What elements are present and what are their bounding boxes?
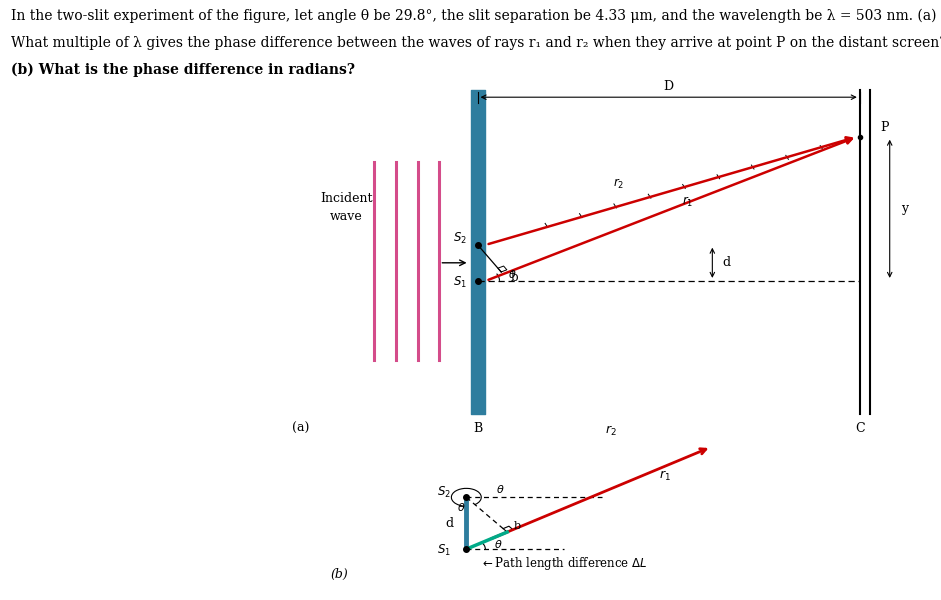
- Text: $S_2$: $S_2$: [454, 231, 467, 246]
- Text: wave: wave: [330, 209, 363, 223]
- Text: D: D: [663, 80, 674, 93]
- Text: (b) What is the phase difference in radians?: (b) What is the phase difference in radi…: [11, 63, 356, 77]
- Text: $r_1$: $r_1$: [659, 469, 671, 483]
- Text: $\theta$: $\theta$: [496, 484, 504, 496]
- Text: $\theta$: $\theta$: [456, 501, 465, 513]
- Text: (a): (a): [292, 422, 310, 435]
- Text: $S_1$: $S_1$: [437, 543, 451, 558]
- Text: What multiple of λ gives the phase difference between the waves of rays r₁ and r: What multiple of λ gives the phase diffe…: [11, 36, 941, 50]
- Text: $\leftarrow$Path length difference $\Delta L$: $\leftarrow$Path length difference $\Del…: [480, 555, 647, 572]
- Text: Incident: Incident: [321, 191, 373, 205]
- Text: $S_2$: $S_2$: [437, 485, 451, 500]
- Text: d: d: [446, 517, 454, 530]
- Text: $r_2$: $r_2$: [605, 424, 617, 437]
- Text: $r_2$: $r_2$: [614, 177, 625, 191]
- Text: $S_1$: $S_1$: [454, 275, 467, 290]
- Text: y: y: [901, 202, 908, 215]
- Text: P: P: [881, 121, 889, 134]
- Text: b: b: [514, 521, 520, 531]
- Text: d: d: [722, 256, 730, 269]
- Text: $\theta$: $\theta$: [493, 538, 502, 550]
- Text: b: b: [511, 271, 518, 284]
- Text: (b): (b): [330, 568, 348, 581]
- Text: C: C: [854, 422, 865, 435]
- Text: In the two-slit experiment of the figure, let angle θ be 29.8°, the slit separat: In the two-slit experiment of the figure…: [11, 9, 937, 23]
- Text: $\theta$: $\theta$: [508, 268, 517, 280]
- Text: $r_1$: $r_1$: [682, 195, 694, 209]
- Text: B: B: [473, 422, 483, 435]
